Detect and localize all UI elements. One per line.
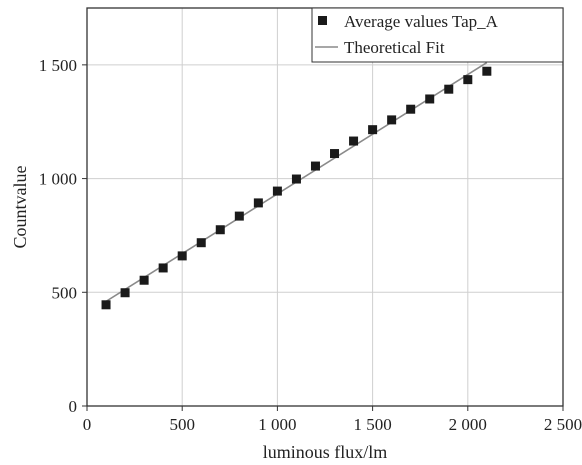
- data-point: [158, 263, 168, 273]
- data-point: [425, 94, 435, 104]
- legend-entry-average-values: Average values Tap_A: [344, 12, 499, 31]
- y-tick-label: 1 000: [39, 170, 77, 189]
- legend-entry-theoretical-fit: Theoretical Fit: [344, 38, 445, 57]
- x-tick-label: 2 000: [449, 415, 487, 434]
- x-tick-label: 500: [169, 415, 195, 434]
- data-point: [349, 136, 359, 146]
- data-point: [120, 288, 130, 298]
- y-tick-label: 500: [52, 283, 78, 302]
- y-tick-label: 0: [69, 397, 78, 416]
- x-tick-label: 1 000: [258, 415, 296, 434]
- data-point: [387, 115, 397, 125]
- data-point: [139, 275, 149, 285]
- legend-marker-square: [318, 16, 327, 25]
- plot-frame: [86, 7, 564, 407]
- data-point: [330, 149, 340, 159]
- data-point: [482, 66, 492, 76]
- data-point: [272, 186, 282, 196]
- legend-box: [311, 7, 564, 63]
- data-point: [215, 225, 225, 235]
- data-point: [196, 238, 206, 248]
- data-points: [101, 66, 492, 310]
- data-point: [444, 84, 454, 94]
- data-point: [253, 198, 263, 208]
- y-tick-label: 1 500: [39, 56, 77, 75]
- data-point: [310, 161, 320, 171]
- legend: Average values Tap_A Theoretical Fit: [311, 7, 564, 63]
- data-point: [291, 174, 301, 184]
- data-point: [368, 125, 378, 135]
- grid: [87, 8, 563, 406]
- x-tick-label: 2 500: [544, 415, 582, 434]
- x-axis-label: luminous flux/lm: [263, 442, 388, 462]
- y-axis-label: Countvalue: [10, 166, 30, 249]
- x-tick-label: 0: [83, 415, 92, 434]
- data-point: [101, 300, 111, 310]
- data-point: [234, 211, 244, 221]
- data-point: [177, 251, 187, 261]
- axis-ticks: 0 500 1 000 1 500 2 000 2 500 0 500 1 000 1 500: [39, 56, 582, 434]
- data-point: [406, 104, 416, 114]
- x-tick-label: 1 500: [353, 415, 391, 434]
- data-point: [463, 75, 473, 85]
